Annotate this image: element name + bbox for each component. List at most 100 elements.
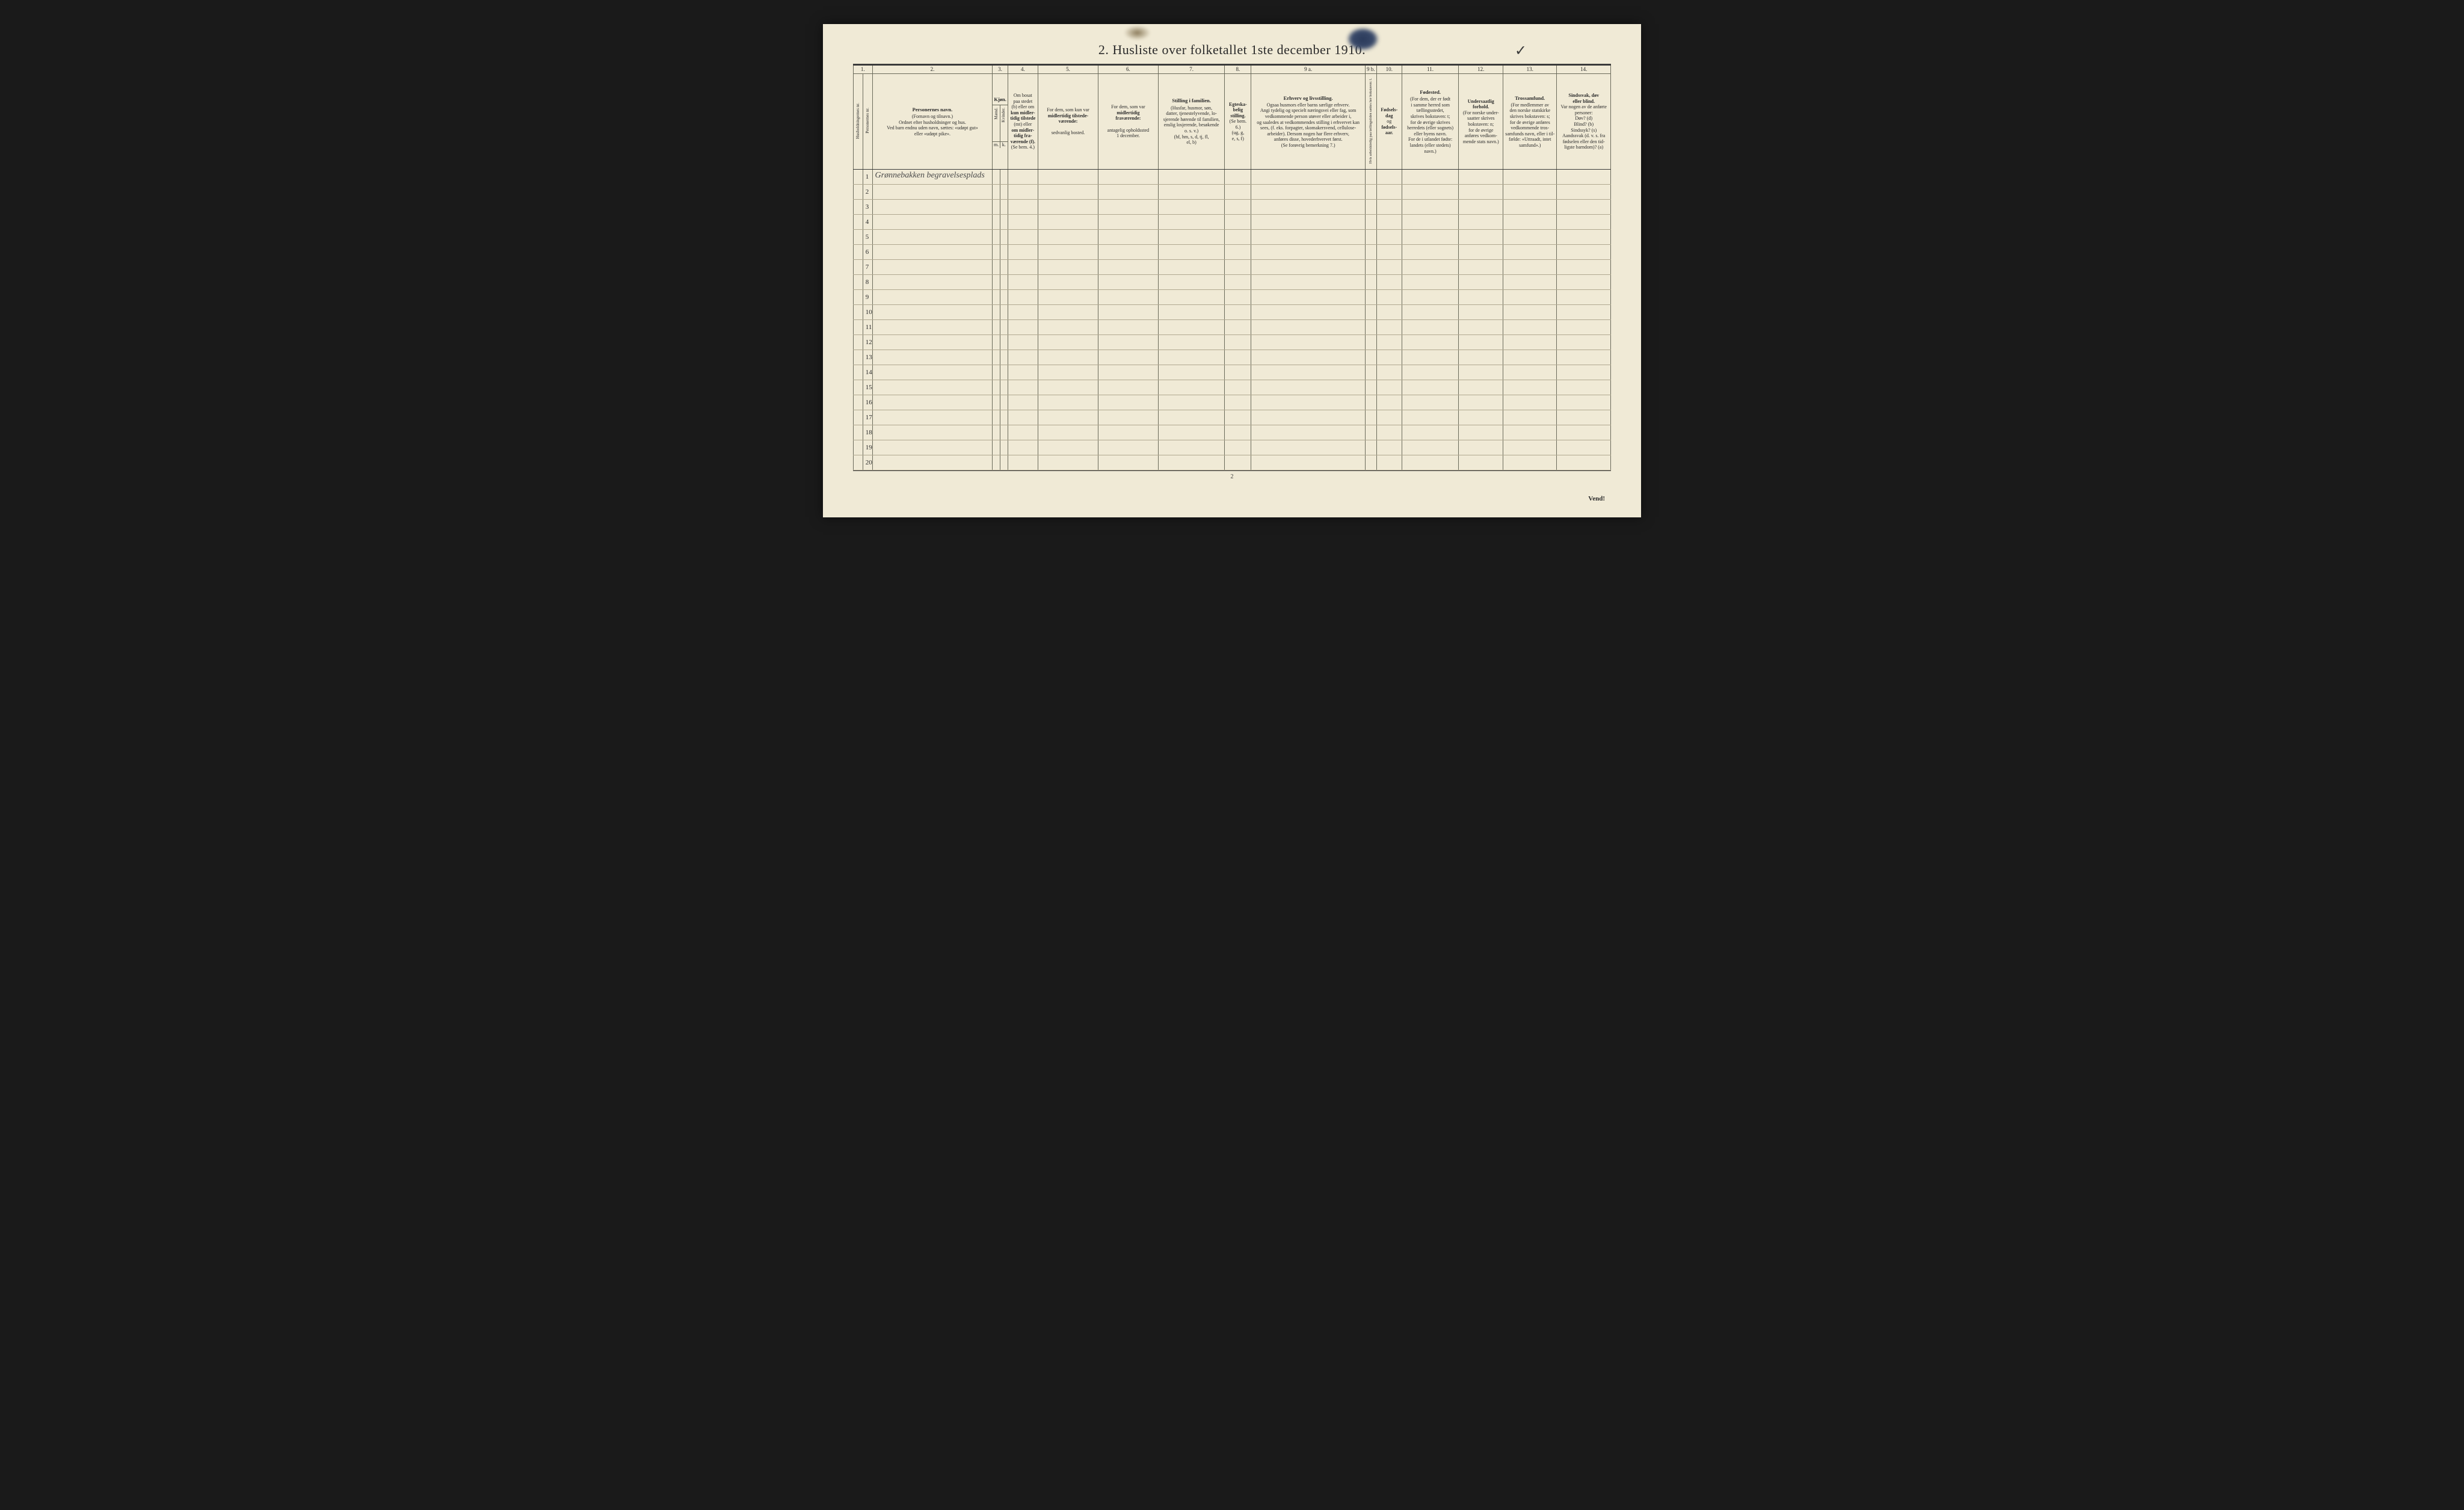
table-cell: [1402, 425, 1459, 440]
table-cell: [1000, 440, 1008, 455]
table-cell: [1098, 320, 1158, 335]
table-cell: [1008, 170, 1038, 185]
table-cell: [1251, 440, 1365, 455]
table-cell: [872, 335, 993, 350]
table-cell: [1225, 425, 1251, 440]
table-cell: [1098, 395, 1158, 410]
table-cell: [1503, 350, 1557, 365]
table-cell: [1225, 455, 1251, 470]
table-cell: [1038, 215, 1098, 230]
header-col11: Fødested. (For dem, der er født i samme …: [1402, 73, 1459, 170]
table-cell: [1557, 215, 1611, 230]
table-cell: [1251, 335, 1365, 350]
table-cell: [1376, 215, 1402, 230]
table-cell: [1557, 455, 1611, 470]
table-cell: [854, 200, 863, 215]
table-cell: [1402, 440, 1459, 455]
table-cell: [1251, 320, 1365, 335]
table-cell: [1098, 290, 1158, 305]
table-cell: [854, 410, 863, 425]
table-cell: [1459, 260, 1503, 275]
table-row: 14: [854, 365, 1611, 380]
table-cell: [1503, 215, 1557, 230]
header-col7: Stilling i familien. (Husfar, husmor, sø…: [1158, 73, 1224, 170]
table-cell: [993, 440, 1000, 455]
table-cell: [1098, 245, 1158, 260]
table-cell: [1557, 290, 1611, 305]
table-cell: [1402, 230, 1459, 245]
table-cell: [1459, 395, 1503, 410]
table-cell: [1557, 425, 1611, 440]
table-cell: [1008, 215, 1038, 230]
column-header-row: Husholdningernes nr. Personernes nr. Per…: [854, 73, 1611, 170]
table-cell: [1008, 275, 1038, 290]
table-cell: [1158, 230, 1224, 245]
table-cell: [1376, 395, 1402, 410]
table-cell: [1158, 410, 1224, 425]
table-cell: [1000, 320, 1008, 335]
table-cell: [1557, 335, 1611, 350]
table-cell: [993, 245, 1000, 260]
table-cell: [1251, 275, 1365, 290]
table-cell: 11: [863, 320, 872, 335]
table-cell: [1000, 215, 1008, 230]
table-row: 16: [854, 395, 1611, 410]
table-cell: 8: [863, 275, 872, 290]
document-page: ✓ 2. Husliste over folketallet 1ste dece…: [823, 24, 1641, 517]
table-cell: [1098, 185, 1158, 200]
col-num-9b: 9 b.: [1365, 66, 1376, 73]
table-cell: [1503, 425, 1557, 440]
table-cell: [1000, 365, 1008, 380]
table-cell: [1008, 365, 1038, 380]
table-cell: [872, 185, 993, 200]
table-cell: [1000, 380, 1008, 395]
table-cell: [1557, 410, 1611, 425]
table-cell: [872, 305, 993, 320]
table-cell: [1251, 215, 1365, 230]
table-cell: [1158, 260, 1224, 275]
table-cell: [1000, 290, 1008, 305]
table-cell: [1038, 455, 1098, 470]
table-cell: [1225, 365, 1251, 380]
table-cell: [1503, 230, 1557, 245]
table-cell: [1459, 410, 1503, 425]
table-cell: [1098, 380, 1158, 395]
ink-stain: [1346, 27, 1379, 51]
table-cell: [1000, 170, 1008, 185]
table-cell: [872, 215, 993, 230]
table-cell: [1459, 335, 1503, 350]
table-cell: [1251, 395, 1365, 410]
table-cell: [1225, 215, 1251, 230]
table-cell: [854, 335, 863, 350]
table-cell: [1503, 290, 1557, 305]
table-row: 5: [854, 230, 1611, 245]
table-cell: [1402, 185, 1459, 200]
table-cell: [1098, 260, 1158, 275]
table-cell: [1365, 305, 1376, 320]
table-cell: [1402, 395, 1459, 410]
table-cell: [1038, 320, 1098, 335]
header-col4: Om bosat paa stedet (b) eller om kun mid…: [1008, 73, 1038, 170]
table-cell: [1557, 200, 1611, 215]
table-cell: [1557, 185, 1611, 200]
table-cell: [1376, 425, 1402, 440]
table-cell: [993, 350, 1000, 365]
table-cell: 19: [863, 440, 872, 455]
table-cell: [1158, 440, 1224, 455]
table-cell: [872, 290, 993, 305]
table-cell: [1158, 275, 1224, 290]
col-num-1: 1.: [854, 66, 873, 73]
table-cell: [1365, 170, 1376, 185]
table-row: 11: [854, 320, 1611, 335]
table-cell: [1225, 230, 1251, 245]
header-col1a: Husholdningernes nr.: [854, 73, 863, 170]
table-cell: [1251, 290, 1365, 305]
table-cell: 6: [863, 245, 872, 260]
census-table-body: 1Grønnebakken begravelsesplads2345678910…: [854, 170, 1611, 470]
column-number-row: 1. 2. 3. 4. 5. 6. 7. 8. 9 a. 9 b. 10. 11…: [854, 66, 1611, 73]
table-cell: [1557, 440, 1611, 455]
table-cell: 9: [863, 290, 872, 305]
table-cell: [1098, 200, 1158, 215]
table-cell: [1503, 440, 1557, 455]
table-cell: [1459, 305, 1503, 320]
